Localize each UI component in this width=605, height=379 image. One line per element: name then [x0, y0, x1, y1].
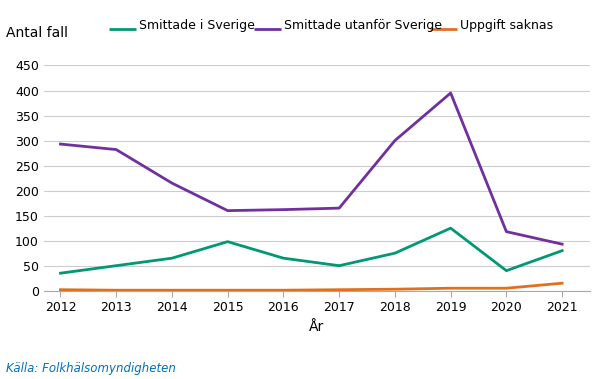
Smittade i Sverige	[336, 263, 343, 268]
Uppgift saknas	[280, 288, 287, 293]
Smittade utanför Sverige	[447, 91, 454, 95]
Smittade i Sverige	[280, 256, 287, 260]
Uppgift saknas	[57, 287, 64, 292]
Smittade utanför Sverige	[391, 138, 399, 143]
Uppgift saknas	[224, 288, 231, 293]
Line: Uppgift saknas: Uppgift saknas	[60, 283, 562, 290]
Uppgift saknas	[391, 287, 399, 291]
Text: Uppgift saknas: Uppgift saknas	[460, 19, 553, 32]
Smittade utanför Sverige	[558, 242, 566, 246]
Uppgift saknas	[168, 288, 175, 293]
Text: Smittade i Sverige: Smittade i Sverige	[139, 19, 255, 32]
Uppgift saknas	[447, 286, 454, 290]
Text: Källa: Folkhälsomyndigheten: Källa: Folkhälsomyndigheten	[6, 362, 176, 375]
Line: Smittade utanför Sverige: Smittade utanför Sverige	[60, 93, 562, 244]
Uppgift saknas	[503, 286, 510, 290]
Smittade i Sverige	[57, 271, 64, 276]
Smittade i Sverige	[503, 268, 510, 273]
Smittade i Sverige	[391, 251, 399, 255]
Smittade utanför Sverige	[168, 181, 175, 185]
Uppgift saknas	[113, 288, 120, 293]
Smittade i Sverige	[168, 256, 175, 260]
Smittade utanför Sverige	[224, 208, 231, 213]
Smittade utanför Sverige	[336, 206, 343, 210]
Uppgift saknas	[558, 281, 566, 285]
Smittade i Sverige	[558, 248, 566, 253]
Smittade i Sverige	[447, 226, 454, 230]
Smittade i Sverige	[224, 240, 231, 244]
Smittade utanför Sverige	[503, 229, 510, 234]
Text: Antal fall: Antal fall	[6, 26, 68, 40]
Smittade i Sverige	[113, 263, 120, 268]
X-axis label: År: År	[309, 319, 324, 334]
Smittade utanför Sverige	[57, 142, 64, 146]
Line: Smittade i Sverige: Smittade i Sverige	[60, 228, 562, 273]
Text: Smittade utanför Sverige: Smittade utanför Sverige	[284, 19, 442, 32]
Smittade utanför Sverige	[113, 147, 120, 152]
Smittade utanför Sverige	[280, 207, 287, 212]
Uppgift saknas	[336, 287, 343, 292]
